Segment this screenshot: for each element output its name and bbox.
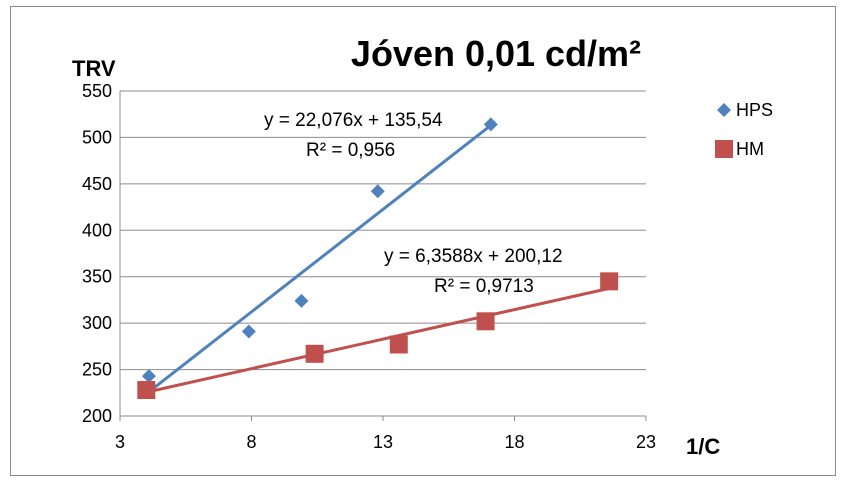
data-point-hps — [370, 184, 385, 199]
chart-border — [10, 6, 836, 476]
data-point-hm — [137, 381, 156, 399]
data-point-hps — [241, 324, 256, 339]
gridlines — [120, 90, 646, 371]
y-axis-title: TRV — [72, 56, 116, 81]
tick-labels: 200 250 300 350 400 450 500 550 3 8 13 18 23 — [82, 81, 656, 452]
y-tick-label-500: 500 — [82, 127, 112, 147]
legend-label-hps: HPS — [736, 100, 773, 120]
x-axis-title: 1/C — [686, 434, 720, 459]
chart-title: Jóven 0,01 cd/m² — [351, 33, 641, 74]
trendline-hm — [145, 286, 610, 394]
y-tick-label-200: 200 — [82, 406, 112, 426]
legend-label-hm: HM — [736, 139, 764, 159]
trendline-hps — [148, 124, 492, 393]
data-point-hm — [600, 272, 619, 291]
trendline-annotations: y = 22,076x + 135,54 R² = 0,956 y = 6,3588… — [264, 110, 563, 297]
data-point-hm — [389, 335, 408, 354]
chart-frame: Jóven 0,01 cd/m² TRV 1/C 200 250 300 350 400… — [10, 6, 836, 476]
trendline-r2-hm: R² = 0,9713 — [434, 276, 534, 297]
axes — [119, 91, 647, 421]
trendline-equation-hm: y = 6,3588x + 200,12 — [384, 246, 563, 267]
trendlines — [145, 124, 610, 394]
data-point-hps — [294, 293, 309, 308]
y-tick-label-250: 250 — [82, 360, 112, 380]
trendline-r2-hps: R² = 0,956 — [306, 140, 395, 161]
x-tick-label-23: 23 — [636, 432, 656, 452]
trendline-equation-hps: y = 22,076x + 135,54 — [264, 110, 443, 131]
y-tick-label-350: 350 — [82, 267, 112, 287]
y-tick-label-550: 550 — [82, 81, 112, 101]
x-tick-label-13: 13 — [373, 432, 393, 452]
x-tick-label-8: 8 — [246, 432, 256, 452]
data-point-hps — [483, 117, 498, 132]
legend: HPS HM — [715, 100, 773, 159]
y-tick-label-450: 450 — [82, 174, 112, 194]
scatter-chart: Jóven 0,01 cd/m² TRV 1/C 200 250 300 350 400… — [10, 6, 836, 476]
legend-marker-hps — [717, 103, 731, 117]
data-point-hm — [476, 312, 495, 331]
data-point-hm — [305, 344, 324, 363]
x-tick-label-3: 3 — [115, 432, 125, 452]
data-points — [137, 117, 619, 399]
legend-marker-hm — [715, 140, 733, 158]
data-point-hps — [141, 369, 156, 384]
x-tick-label-18: 18 — [504, 432, 524, 452]
y-tick-label-400: 400 — [82, 220, 112, 240]
y-tick-label-300: 300 — [82, 313, 112, 333]
